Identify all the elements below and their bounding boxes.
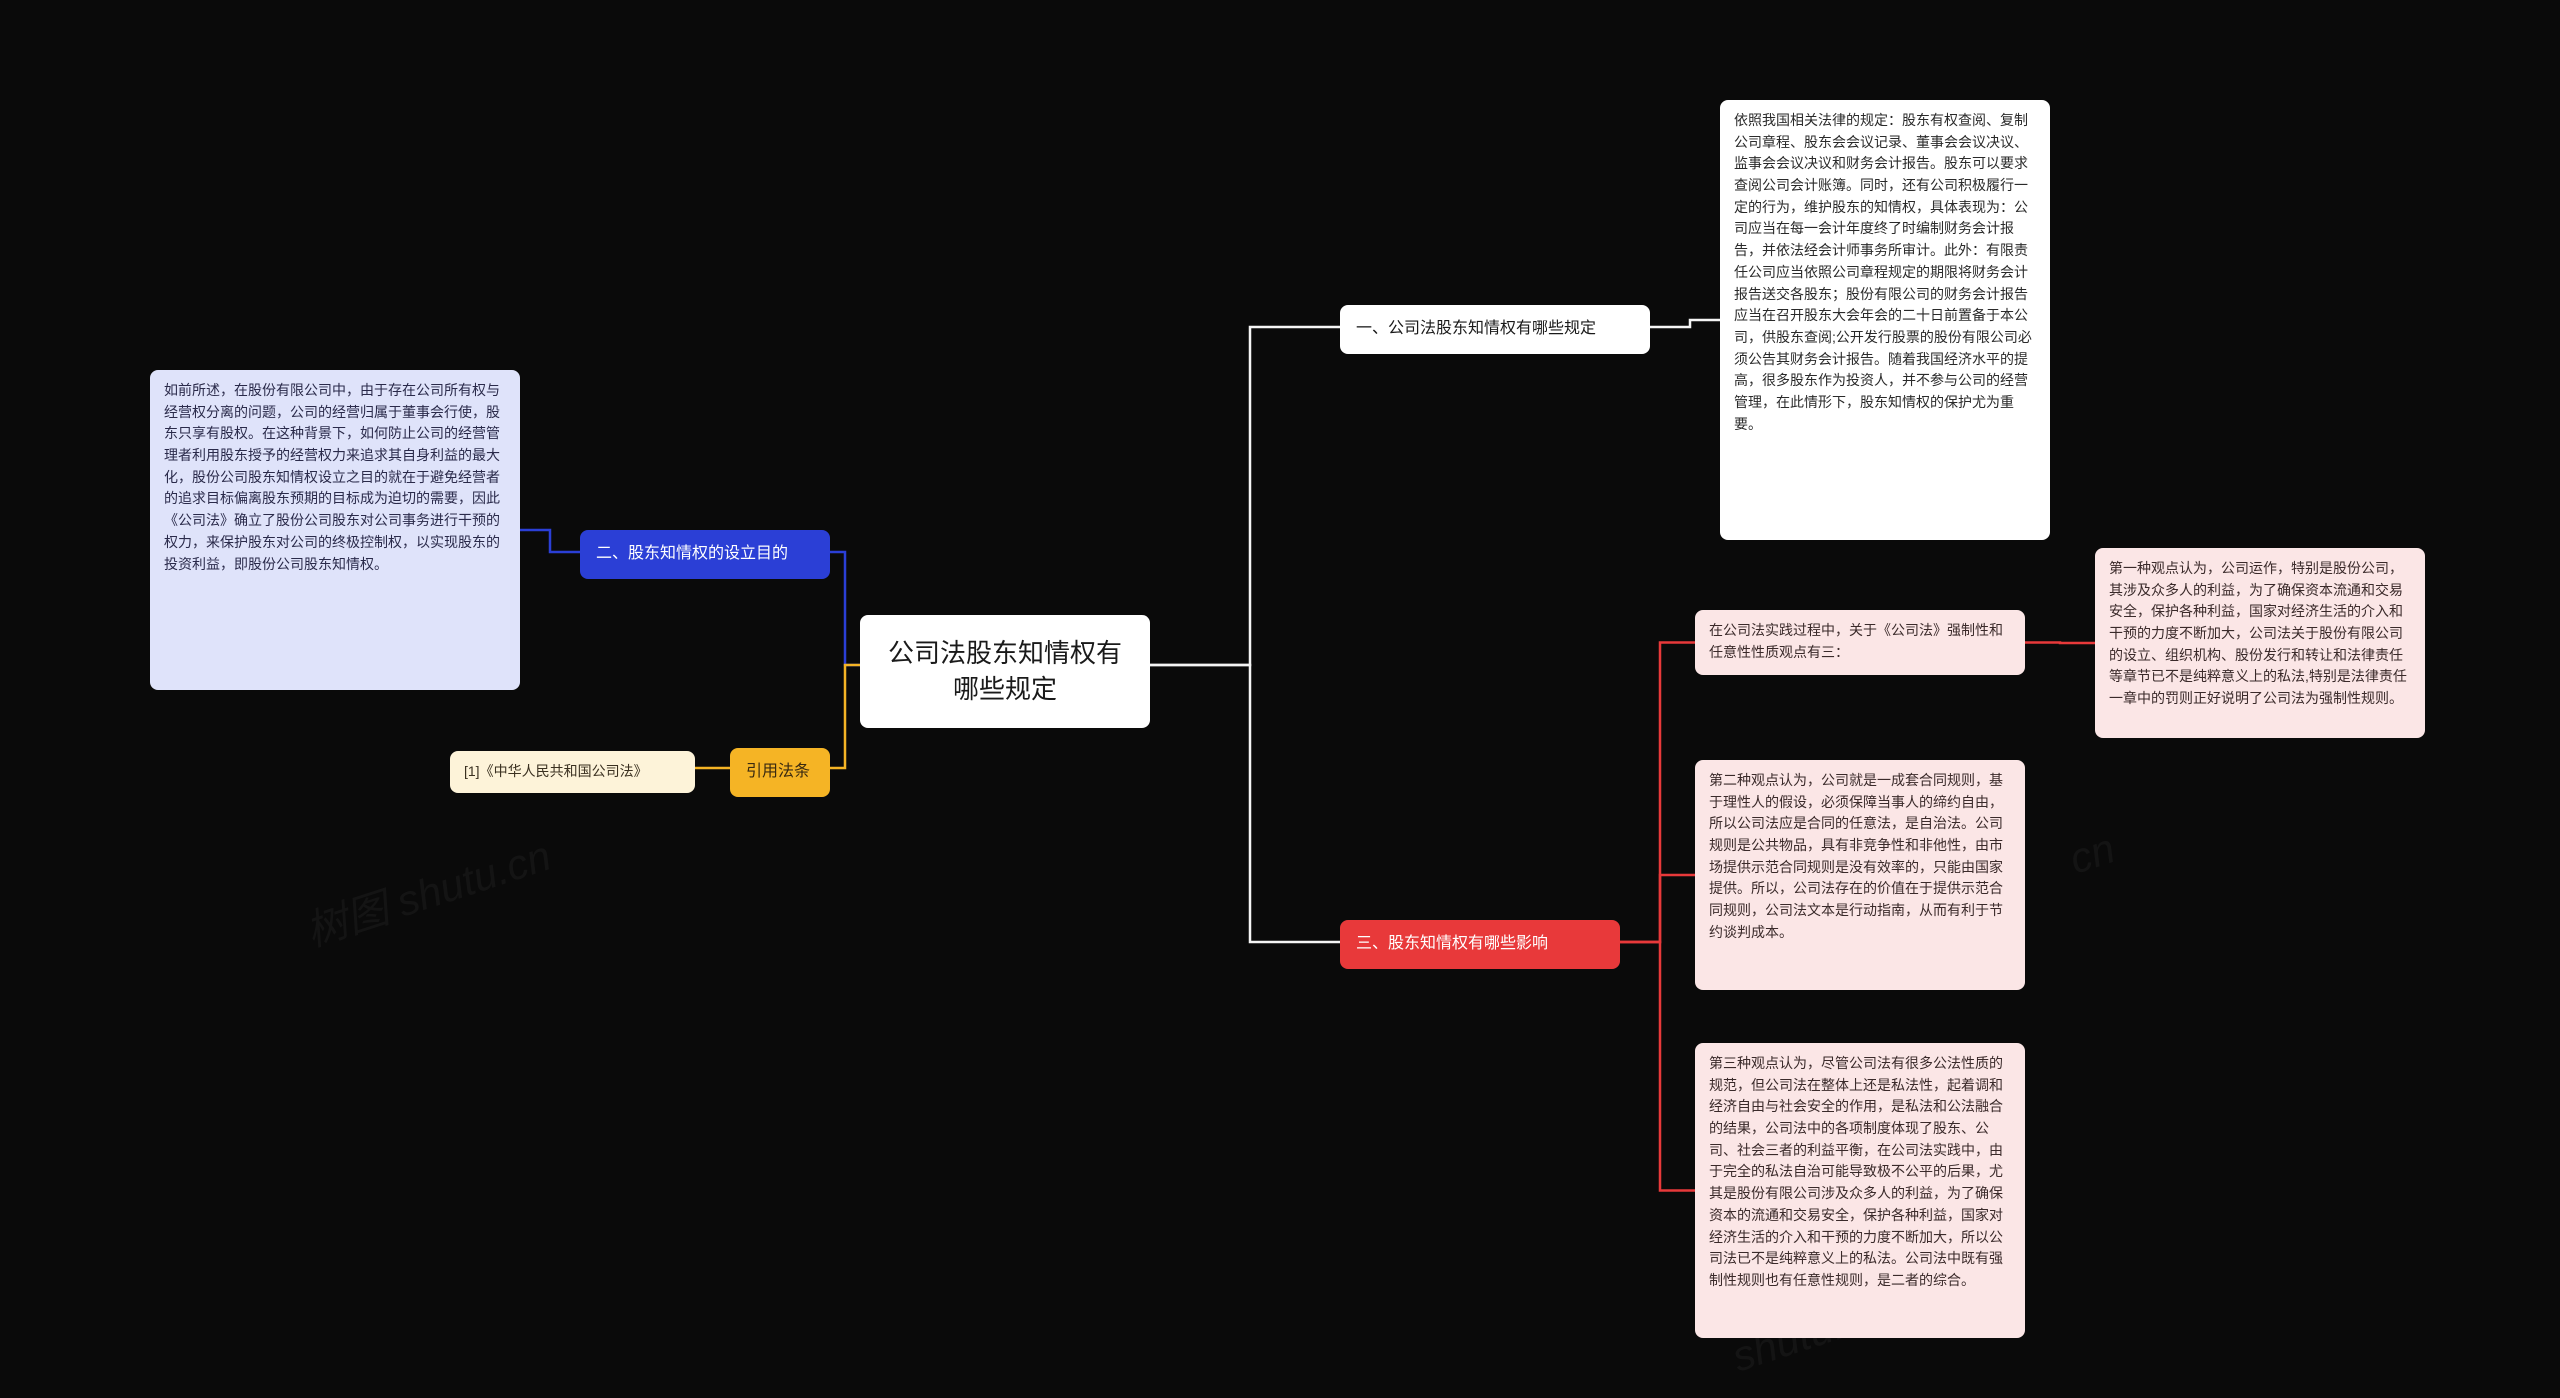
watermark: 树图 shutu.cn <box>297 822 558 959</box>
branch-3-point-1[interactable]: 第一种观点认为，公司运作，特别是股份公司，其涉及众多人的利益，为了确保资本流通和… <box>2095 548 2425 738</box>
branch-3-node[interactable]: 三、股东知情权有哪些影响 <box>1340 920 1620 969</box>
branch-3-intro[interactable]: 在公司法实践过程中，关于《公司法》强制性和任意性性质观点有三： <box>1695 610 2025 675</box>
watermark: cn <box>2064 824 2121 883</box>
branch-1-detail[interactable]: 依照我国相关法律的规定：股东有权查阅、复制公司章程、股东会会议记录、董事会会议决… <box>1720 100 2050 540</box>
branch-3-point-2[interactable]: 第二种观点认为，公司就是一成套合同规则，基于理性人的假设，必须保障当事人的缔约自… <box>1695 760 2025 990</box>
branch-4-detail[interactable]: [1]《中华人民共和国公司法》 <box>450 751 695 793</box>
branch-4-node[interactable]: 引用法条 <box>730 748 830 797</box>
branch-2-detail[interactable]: 如前所述，在股份有限公司中，由于存在公司所有权与经营权分离的问题，公司的经营归属… <box>150 370 520 690</box>
branch-2-node[interactable]: 二、股东知情权的设立目的 <box>580 530 830 579</box>
branch-1-node[interactable]: 一、公司法股东知情权有哪些规定 <box>1340 305 1650 354</box>
root-node[interactable]: 公司法股东知情权有哪些规定 <box>860 615 1150 728</box>
branch-3-point-3[interactable]: 第三种观点认为，尽管公司法有很多公法性质的规范，但公司法在整体上还是私法性，起着… <box>1695 1043 2025 1338</box>
